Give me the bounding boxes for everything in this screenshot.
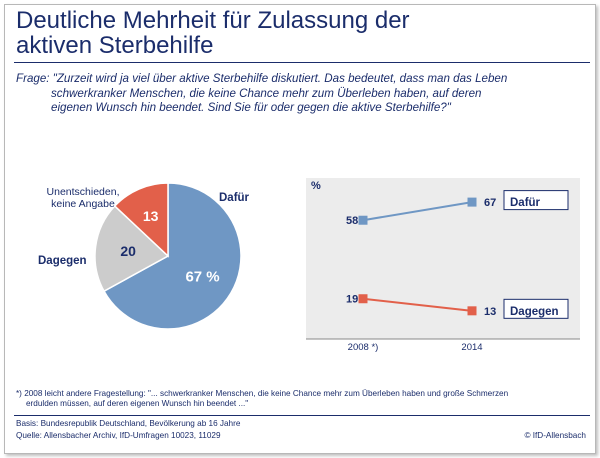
pie-label-unentschieden-line-2: keine Angabe	[51, 198, 115, 210]
x-tick-label-1: 2014	[461, 342, 482, 353]
footer-divider	[14, 415, 590, 416]
pie-value-label-2: 13	[143, 208, 159, 224]
series-name-box-0	[503, 190, 569, 211]
footnote-line-1: *) 2008 leicht andere Fragestellung: "..…	[16, 389, 509, 398]
x-tick-label-0: 2008 *)	[348, 342, 379, 353]
y-unit-label: %	[311, 180, 321, 192]
survey-question: Frage: "Zurzeit wird ja viel über aktive…	[16, 72, 581, 116]
title-line-2: aktiven Sterbehilfe	[16, 32, 214, 59]
title-divider	[14, 62, 590, 63]
data-label-1-0: 19	[346, 294, 358, 306]
pie-label-unentschieden-line-1: Unentschieden,	[47, 186, 120, 198]
pie-label-dafuer: Dafür	[219, 192, 250, 204]
series-name-label-1: Dagegen	[510, 306, 559, 318]
series-line-1	[362, 297, 473, 312]
pie-slice-2	[113, 182, 169, 258]
pie-slice-0	[103, 182, 242, 330]
pie-value-label-1: 20	[120, 243, 136, 259]
series-name-box-1	[503, 298, 569, 319]
data-label-0-0: 58	[346, 215, 358, 227]
data-label-0-1: 67	[484, 197, 496, 209]
question-line-2: schwerkranker Menschen, die keine Chance…	[51, 86, 482, 100]
pie-slice-1	[94, 204, 170, 293]
data-label-1-1: 13	[484, 306, 496, 318]
footnote: *) 2008 leicht andere Fragestellung: "..…	[16, 389, 508, 409]
footnote-line-2: erdulden müssen, auf deren eigenen Wunsc…	[26, 399, 249, 408]
copyright-text: © IfD-Allensbach	[524, 431, 586, 440]
pie-label-dagegen: Dagegen	[38, 255, 87, 267]
question-line-3: eigenen Wunsch hin beendet. Sind Sie für…	[51, 101, 451, 114]
title-line-1: Deutliche Mehrheit für Zulassung der	[16, 7, 410, 34]
pie-value-label-0: 67 %	[185, 268, 219, 285]
data-point-1-0	[358, 294, 368, 304]
data-point-0-0	[358, 215, 368, 225]
question-line-1: Frage: "Zurzeit wird ja viel über aktive…	[16, 72, 508, 85]
page-title: Deutliche Mehrheit für Zulassung der akt…	[16, 8, 586, 58]
series-line-0	[362, 201, 473, 222]
data-point-0-1	[467, 197, 477, 207]
source-text: Quelle: Allensbacher Archiv, IfD-Umfrage…	[16, 431, 221, 440]
basis-text: Basis: Bundesrepublik Deutschland, Bevöl…	[16, 419, 241, 428]
series-name-label-0: Dafür	[510, 197, 541, 209]
data-point-1-1	[467, 306, 477, 316]
